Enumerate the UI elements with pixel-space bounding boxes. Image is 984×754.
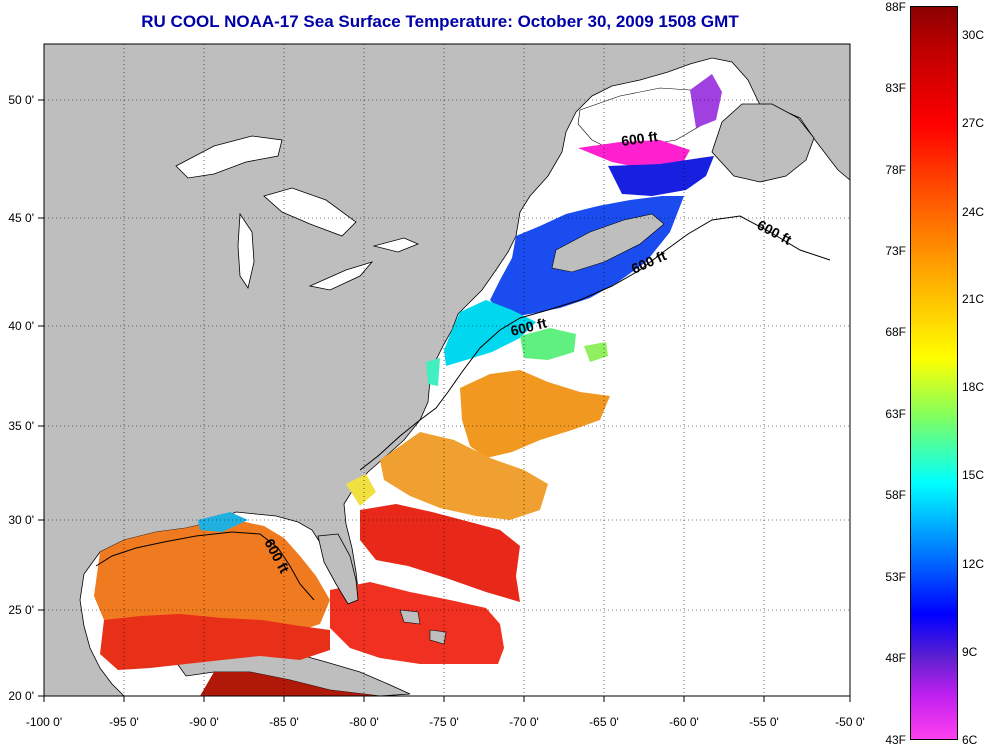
sst-green: [520, 328, 576, 360]
lon-tick-label: -80 0': [349, 715, 379, 729]
sst-gulf-cyan: [198, 512, 248, 532]
lon-tick-label: -70 0': [509, 715, 539, 729]
sst-gulf-red: [100, 614, 330, 670]
sst-nova-scotia: [551, 213, 665, 273]
sst-map: -100 0' -95 0' -90 0' -85 0' -80 0' -75 …: [8, 43, 865, 729]
sst-gulf-orange: [94, 520, 330, 642]
great-lakes: [175, 135, 420, 291]
lat-tick-label: 50 0': [8, 93, 34, 107]
map-tick-marks: [38, 99, 851, 702]
lat-tick-label: 25 0': [8, 603, 34, 617]
lat-tick-label: 35 0': [8, 419, 34, 433]
map-grid: [44, 44, 850, 696]
fahrenheit-label: 78F: [885, 163, 906, 177]
contour-600ft-line: [95, 215, 831, 601]
celsius-label: 30C: [962, 28, 984, 42]
sst-blue-stlawrence: [608, 156, 714, 196]
celsius-label: 6C: [962, 733, 978, 747]
st-lawrence-water: [577, 87, 707, 151]
sst-red-gulfstream: [360, 504, 520, 602]
lon-tick-label: -75 0': [429, 715, 459, 729]
celsius-label: 15C: [962, 468, 984, 482]
color-scale-bar: [910, 6, 958, 740]
sst-cold-north: [690, 74, 722, 128]
map-title: RU COOL NOAA-17 Sea Surface Temperature:…: [141, 12, 739, 31]
sst-cyan-2: [426, 358, 440, 386]
fahrenheit-label: 63F: [885, 407, 906, 421]
map-frame: [43, 43, 851, 697]
lat-tick-label: 40 0': [8, 319, 34, 333]
sst-cyan: [444, 300, 536, 366]
land-florida: [317, 533, 359, 605]
lat-tick-label: 20 0': [8, 689, 34, 703]
contour-label: 600 ft: [620, 128, 659, 149]
sst-magenta: [578, 140, 690, 170]
lat-tick-label: 45 0': [8, 211, 34, 225]
celsius-label: 24C: [962, 205, 984, 219]
sst-orange-1: [460, 370, 610, 458]
lon-tick-label: -95 0': [109, 715, 139, 729]
lon-tick-label: -85 0': [269, 715, 299, 729]
fahrenheit-label: 73F: [885, 244, 906, 258]
celsius-label: 27C: [962, 116, 984, 130]
lon-tick-labels: -100 0' -95 0' -90 0' -85 0' -80 0' -75 …: [26, 715, 865, 729]
lat-tick-labels: 20 0' 25 0' 30 0' 35 0' 40 0' 45 0' 50 0…: [8, 93, 34, 703]
celsius-label: 18C: [962, 380, 984, 394]
sst-orange-2: [380, 432, 548, 520]
fahrenheit-label: 53F: [885, 570, 906, 584]
lon-tick-label: -65 0': [589, 715, 619, 729]
fahrenheit-label: 83F: [885, 81, 906, 95]
lat-tick-label: 30 0': [8, 513, 34, 527]
sst-yellow: [346, 474, 376, 506]
land-newfoundland: [711, 103, 815, 183]
celsius-label: 21C: [962, 292, 984, 306]
lon-tick-label: -55 0': [749, 715, 779, 729]
lon-tick-label: -100 0': [26, 715, 62, 729]
lon-tick-label: -50 0': [835, 715, 865, 729]
lon-tick-label: -60 0': [669, 715, 699, 729]
fahrenheit-label: 88F: [885, 0, 906, 14]
fahrenheit-label: 68F: [885, 325, 906, 339]
fahrenheit-label: 48F: [885, 651, 906, 665]
sst-caribbean: [200, 672, 380, 696]
lon-tick-label: -90 0': [189, 715, 219, 729]
celsius-label: 12C: [962, 557, 984, 571]
fahrenheit-label: 43F: [885, 733, 906, 747]
fahrenheit-label: 58F: [885, 488, 906, 502]
celsius-label: 9C: [962, 645, 978, 659]
sst-green-2: [584, 342, 608, 362]
